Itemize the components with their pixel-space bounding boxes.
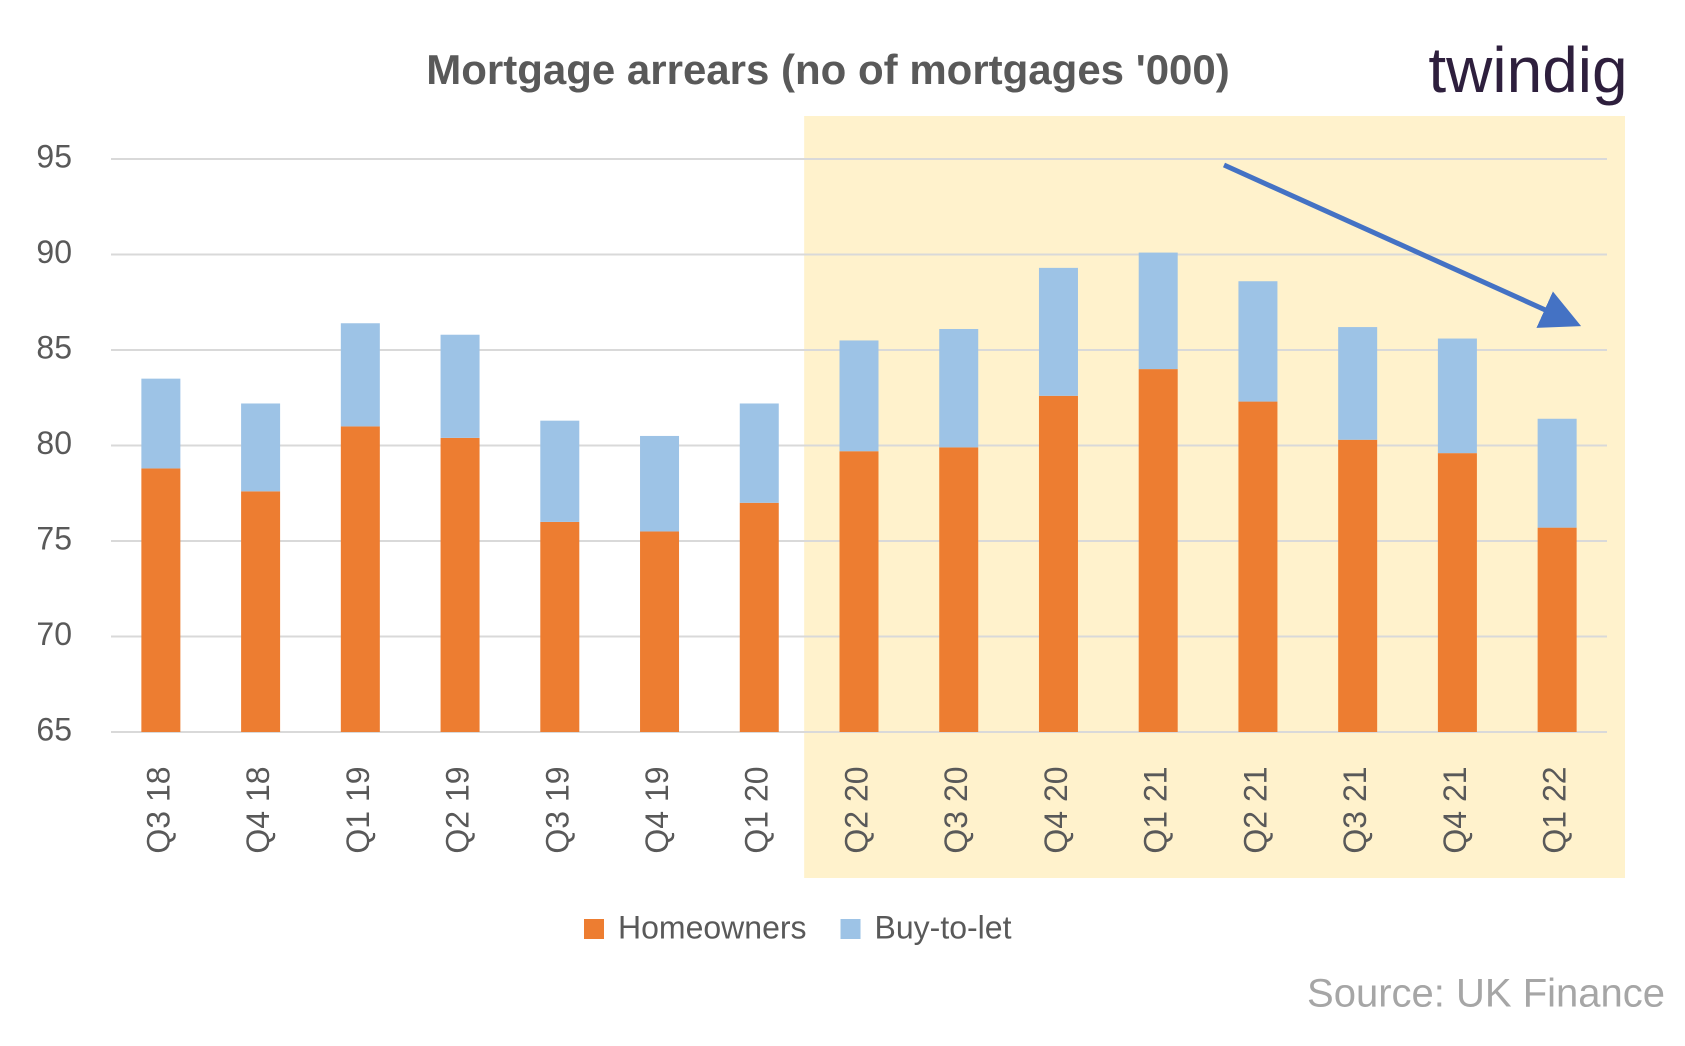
x-tick-label: Q3 21: [1337, 766, 1373, 853]
bar-segment: [241, 491, 281, 732]
bar-segment: [739, 502, 779, 732]
bar-segment: [1038, 395, 1078, 732]
y-tick-label: 70: [36, 616, 72, 652]
logo: twindig: [1428, 34, 1627, 106]
x-tick-label: Q2 19: [440, 766, 476, 853]
y-tick-label: 80: [36, 425, 72, 461]
legend-label: Homeowners: [618, 909, 807, 945]
bar-segment: [340, 323, 380, 427]
trend-arrow: [1222, 162, 1582, 328]
bar-segment: [1138, 369, 1178, 732]
x-tick-label: Q3 20: [938, 766, 974, 853]
bar-segment: [1338, 327, 1378, 440]
bar-segment: [440, 334, 480, 438]
bar-segment: [839, 340, 879, 452]
bar-segment: [440, 437, 480, 732]
bar-segment: [1038, 267, 1078, 396]
y-tick-label: 85: [36, 329, 72, 365]
x-tick-label: Q4 21: [1437, 766, 1473, 853]
y-tick-label: 75: [36, 520, 72, 556]
x-tick-label: Q1 19: [340, 766, 376, 853]
bar-segment: [739, 403, 779, 503]
x-tick-label: Q1 22: [1537, 766, 1573, 853]
bar-segment: [1437, 453, 1477, 732]
source: Source: UK Finance: [1307, 972, 1665, 1016]
bar-segment: [640, 435, 680, 532]
legend-label: Buy-to-let: [875, 909, 1012, 945]
bar-segment: [1238, 401, 1278, 732]
x-tick-label: Q4 20: [1038, 766, 1074, 853]
legend-swatch: [840, 919, 861, 939]
x-tick-label: Q1 21: [1138, 766, 1174, 853]
highlight: [804, 116, 1625, 878]
bar-segment: [939, 328, 979, 448]
x-tick-label: Q1 20: [739, 766, 775, 853]
bar-segment: [1338, 439, 1378, 732]
bar-segment: [1437, 338, 1477, 454]
bar-segment: [1537, 418, 1577, 528]
bar-segment: [1238, 281, 1278, 402]
bar-segment: [939, 447, 979, 732]
bar-segment: [640, 531, 680, 732]
chart-title: Mortgage arrears (no of mortgages '000): [426, 46, 1230, 93]
bar-segment: [241, 403, 281, 492]
x-tick-label: Q2 20: [838, 766, 874, 853]
x-tick-label: Q3 18: [140, 766, 176, 853]
bar-segment: [1537, 527, 1577, 732]
bar-segment: [540, 420, 580, 522]
x-tick-label: Q2 21: [1237, 766, 1273, 853]
x-tick-label: Q3 19: [539, 766, 575, 853]
x-tick-label: Q4 19: [639, 766, 675, 853]
y-tick-label: 65: [36, 711, 72, 747]
bar-segment: [540, 521, 580, 732]
x-tick-label: Q4 18: [240, 766, 276, 853]
bar-segment: [839, 451, 879, 732]
y-tick-label: 95: [36, 138, 72, 174]
legend-swatch: [584, 919, 604, 939]
y-tick-label: 90: [36, 234, 72, 270]
bar-segment: [141, 378, 181, 469]
bar-segment: [1138, 252, 1178, 370]
bar-segment: [340, 426, 380, 732]
bar-segment: [141, 468, 181, 732]
